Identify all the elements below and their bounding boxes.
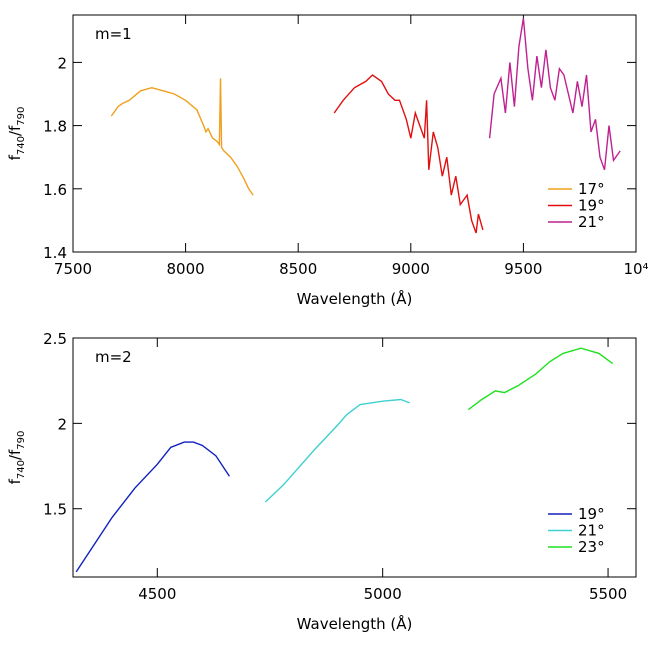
y-tick-label: 1.5 <box>43 501 67 519</box>
x-tick-label: 5500 <box>589 585 627 603</box>
x-tick-label: 5000 <box>364 585 402 603</box>
x-tick-label: 10⁴ <box>623 260 648 278</box>
y-axis-label-part: f <box>6 478 24 484</box>
x-tick-label: 9500 <box>504 260 542 278</box>
panel-annotation: m=1 <box>95 25 132 43</box>
y-axis-label-part: 790 <box>16 431 27 450</box>
x-tick-label: 9000 <box>392 260 430 278</box>
x-axis-label: Wavelength (Å) <box>297 614 413 633</box>
x-tick-label: 8500 <box>279 260 317 278</box>
legend-label: 23° <box>578 538 605 556</box>
series-line <box>75 441 230 573</box>
legend-label: 19° <box>578 505 605 523</box>
y-axis-label-part: 790 <box>16 107 27 126</box>
legend-label: 21° <box>578 213 605 231</box>
y-axis-label: f740/f790 <box>6 431 27 485</box>
plot-frame <box>72 337 637 578</box>
legend-label: 21° <box>578 522 605 540</box>
y-axis-label-part: /f <box>6 125 24 136</box>
x-tick-label: 8000 <box>167 260 205 278</box>
legend-label: 19° <box>578 197 605 215</box>
legend-label: 17° <box>578 180 605 198</box>
y-axis-label-part: f <box>6 154 24 160</box>
y-tick-label: 2 <box>57 415 67 433</box>
y-tick-label: 1.8 <box>43 118 67 136</box>
y-tick-label: 1.4 <box>43 244 67 262</box>
y-tick-label: 1.6 <box>43 181 67 199</box>
x-axis-label: Wavelength (Å) <box>297 289 413 308</box>
y-axis-label-part: /f <box>6 449 24 460</box>
series-line <box>467 347 614 411</box>
y-tick-label: 2 <box>57 54 67 72</box>
y-axis-label-part: 740 <box>16 460 27 479</box>
y-tick-label: 2.5 <box>43 330 67 348</box>
series-line <box>488 18 621 171</box>
series-line <box>110 78 254 196</box>
y-axis-label-part: 740 <box>16 136 27 155</box>
series-line <box>265 398 410 503</box>
plot-frame <box>72 14 637 253</box>
x-tick-label: 4500 <box>138 585 176 603</box>
series-line <box>333 74 484 234</box>
y-axis-label: f740/f790 <box>6 107 27 161</box>
x-tick-label: 7500 <box>54 260 92 278</box>
panel-annotation: m=2 <box>95 348 132 366</box>
